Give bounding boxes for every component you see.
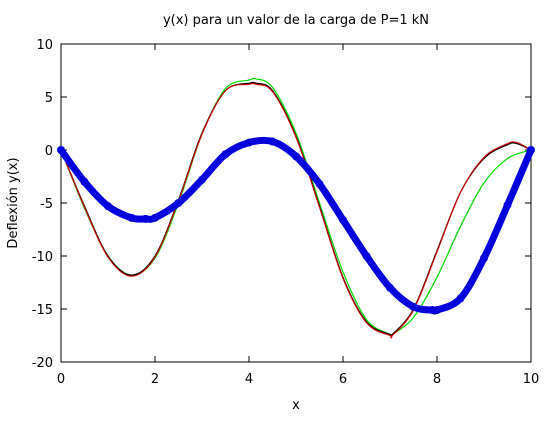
series-4-point: [480, 254, 488, 263]
x-tick-label: 4: [245, 372, 253, 387]
x-tick-label: 2: [151, 372, 159, 387]
x-tick-label: 10: [523, 372, 540, 387]
series-4-point: [339, 215, 347, 224]
series-4-point: [503, 201, 512, 210]
series-4-point: [221, 150, 230, 159]
x-tick-label: 8: [433, 372, 441, 387]
series-4-point: [57, 146, 65, 154]
series-4-point: [386, 283, 394, 292]
y-tick-label: 10: [36, 38, 53, 53]
y-tick-label: 5: [45, 91, 53, 106]
series-4-point: [292, 152, 300, 161]
series-4-point: [80, 177, 89, 186]
x-tick-label: 6: [339, 372, 347, 387]
y-tick-label: -20: [32, 356, 53, 371]
series-group: [57, 77, 535, 339]
series-4-point: [268, 137, 277, 146]
series-4-point: [174, 199, 183, 207]
plot-border: [60, 43, 532, 363]
x-axis-label: x: [292, 398, 300, 413]
x-tick-label: 0: [57, 372, 65, 387]
series-4-point: [198, 175, 206, 184]
series-4-point: [315, 179, 324, 188]
series-4-point: [409, 302, 418, 311]
series-4-point: [104, 202, 112, 211]
series-4-point: [433, 306, 441, 315]
y-tick-label: -15: [32, 303, 53, 318]
y-axis-ticks: -20 -15 -10 -5 0 5 10: [32, 38, 531, 371]
plot-frame: [60, 43, 532, 363]
series-4-point: [141, 214, 150, 223]
y-tick-label: -5: [40, 197, 53, 212]
x-axis-ticks: 0 2 4 6 8 10: [57, 44, 539, 387]
series-4-point: [245, 138, 253, 147]
series-4-point: [456, 294, 465, 303]
y-tick-label: 0: [45, 144, 53, 159]
series-4-point: [527, 146, 535, 154]
y-axis-label: Deflexión y(x): [6, 157, 21, 248]
y-tick-label: -10: [32, 250, 53, 265]
series-4-point: [362, 252, 371, 260]
chart-title: y(x) para un valor de la carga de P=1 kN: [163, 13, 429, 28]
series-4-point: [127, 213, 136, 222]
series-4-point: [151, 213, 159, 222]
